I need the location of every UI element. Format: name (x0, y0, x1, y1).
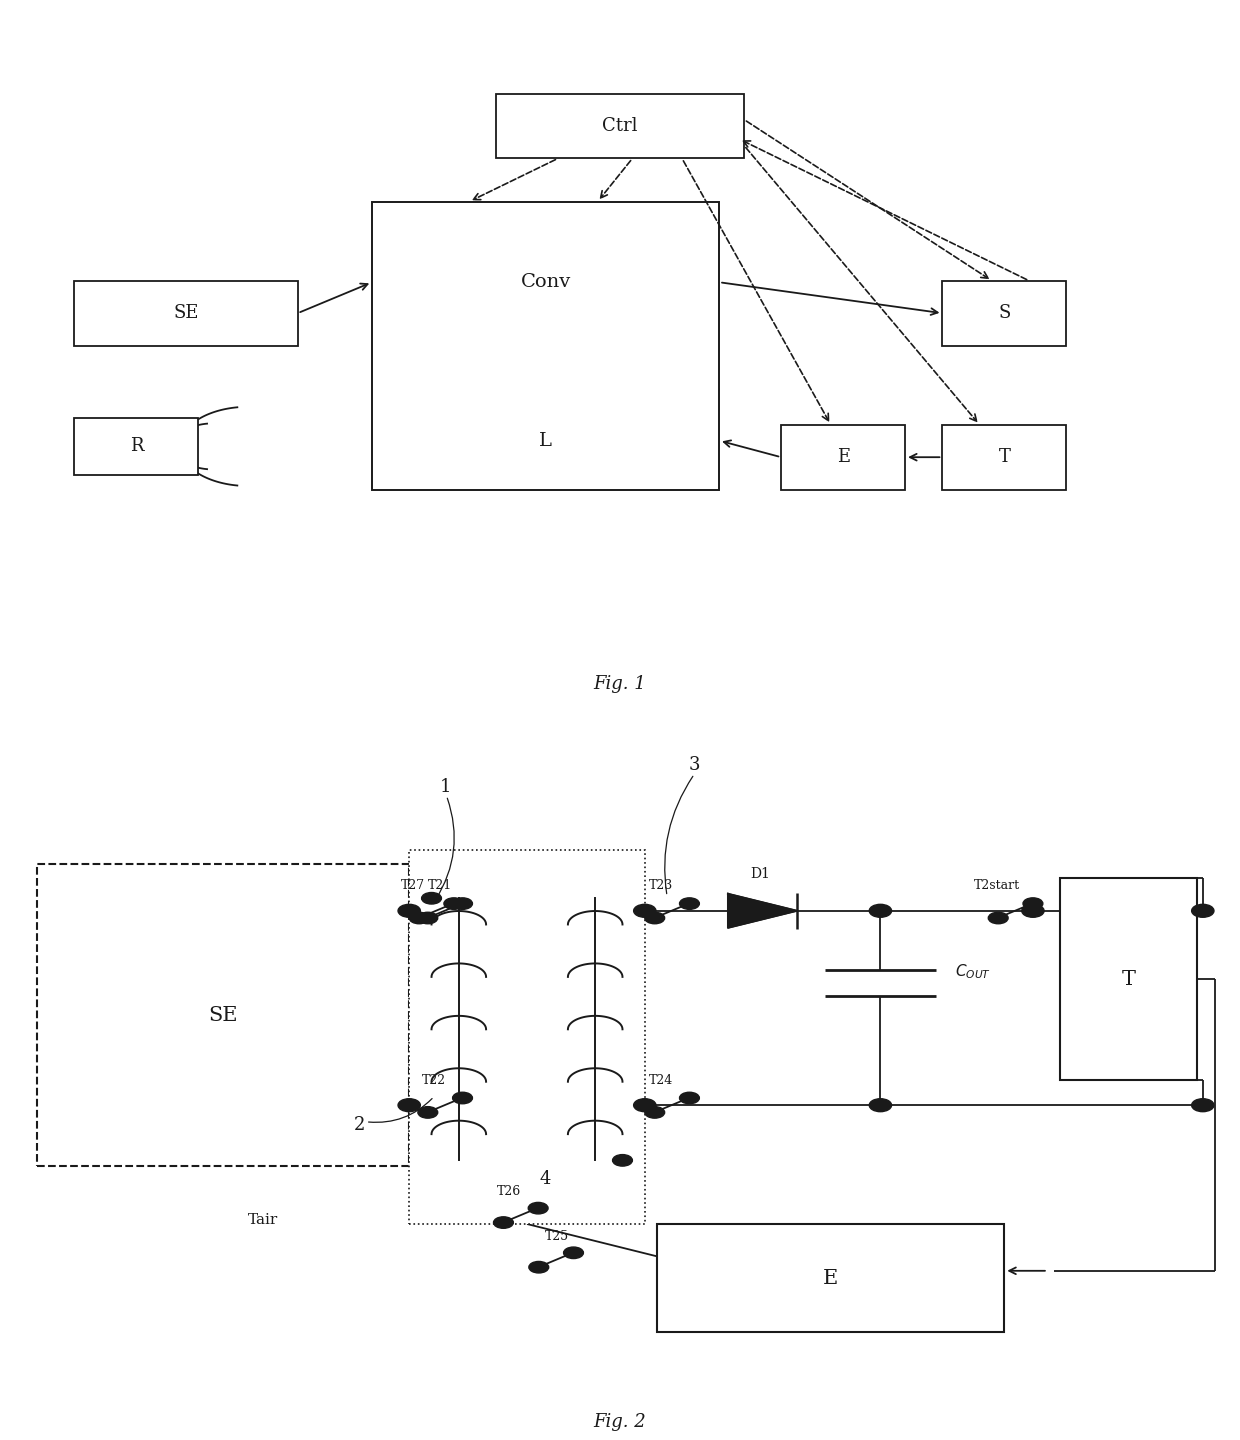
Text: T26: T26 (497, 1185, 522, 1198)
Text: Conv: Conv (521, 274, 570, 291)
Text: T24: T24 (649, 1074, 673, 1087)
Circle shape (418, 913, 438, 924)
Bar (74, 418, 198, 475)
Text: T: T (1121, 969, 1136, 989)
Bar (74, 281, 298, 346)
Circle shape (398, 1099, 420, 1112)
Text: 3: 3 (688, 756, 699, 775)
Circle shape (422, 893, 441, 904)
Text: E: E (837, 448, 849, 467)
Circle shape (645, 913, 665, 924)
Circle shape (680, 899, 699, 910)
Text: T23: T23 (649, 880, 673, 893)
Text: SE: SE (174, 304, 198, 323)
Circle shape (398, 904, 420, 917)
Circle shape (528, 1202, 548, 1214)
Bar (37, 864, 409, 1166)
Text: 1: 1 (440, 778, 451, 796)
Circle shape (634, 904, 656, 917)
Bar (942, 425, 1066, 490)
Text: D1: D1 (750, 867, 770, 881)
Text: Fig. 2: Fig. 2 (594, 1413, 646, 1431)
Text: E: E (823, 1269, 838, 1287)
Circle shape (869, 904, 892, 917)
Circle shape (1192, 1099, 1214, 1112)
Circle shape (453, 899, 472, 910)
Circle shape (634, 1099, 656, 1112)
Circle shape (613, 1155, 632, 1166)
Text: T27: T27 (401, 880, 424, 893)
Circle shape (409, 913, 429, 924)
Circle shape (453, 1092, 472, 1103)
Text: 2: 2 (353, 1116, 365, 1135)
Text: 4: 4 (539, 1171, 551, 1188)
Bar (781, 425, 905, 490)
Text: T22: T22 (422, 1074, 445, 1087)
Polygon shape (728, 894, 797, 927)
Circle shape (528, 1261, 548, 1273)
Circle shape (988, 913, 1008, 924)
Bar (942, 281, 1066, 346)
Circle shape (869, 1099, 892, 1112)
Circle shape (418, 1106, 438, 1117)
Text: Fig. 1: Fig. 1 (594, 675, 646, 693)
Text: T2start: T2start (973, 880, 1019, 893)
Bar (657, 1224, 1004, 1332)
Circle shape (645, 1106, 665, 1117)
Circle shape (563, 1247, 583, 1259)
Circle shape (680, 1092, 699, 1103)
Circle shape (444, 899, 464, 910)
Text: L: L (539, 432, 552, 449)
Text: Tair: Tair (248, 1212, 278, 1227)
Circle shape (494, 1217, 513, 1228)
Text: R: R (130, 438, 143, 455)
Text: SE: SE (208, 1005, 238, 1025)
Bar (496, 94, 744, 158)
Text: S: S (998, 304, 1011, 323)
Circle shape (1022, 904, 1044, 917)
Circle shape (1023, 899, 1043, 910)
Text: Ctrl: Ctrl (603, 117, 637, 135)
Bar (1060, 878, 1197, 1080)
Text: T21: T21 (428, 880, 453, 893)
Text: T: T (998, 448, 1011, 467)
Circle shape (1192, 904, 1214, 917)
Text: $C_{OUT}$: $C_{OUT}$ (955, 963, 991, 981)
Text: T25: T25 (544, 1230, 569, 1243)
Bar (409, 850, 645, 1224)
Bar (372, 202, 719, 490)
